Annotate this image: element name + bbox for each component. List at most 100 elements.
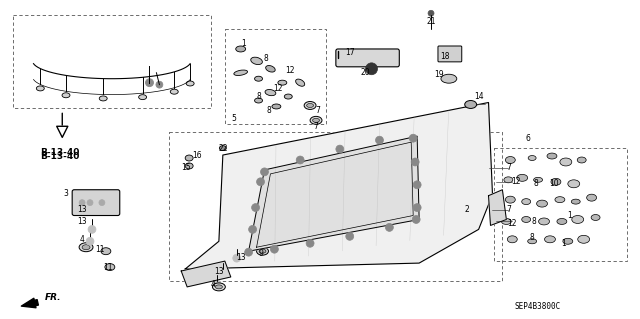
Polygon shape [248, 136, 419, 251]
Circle shape [260, 168, 268, 176]
Ellipse shape [234, 70, 248, 76]
Ellipse shape [522, 217, 531, 222]
Ellipse shape [508, 236, 517, 243]
Ellipse shape [568, 180, 580, 188]
Circle shape [248, 226, 257, 234]
Ellipse shape [539, 218, 550, 225]
Ellipse shape [257, 247, 268, 255]
Ellipse shape [307, 103, 314, 108]
Text: 3: 3 [64, 189, 68, 198]
Text: 12: 12 [274, 84, 283, 93]
Circle shape [87, 200, 93, 205]
Text: FR.: FR. [44, 293, 61, 302]
Bar [495, 148, 627, 261]
Text: 14: 14 [474, 92, 483, 101]
Circle shape [428, 10, 434, 16]
Circle shape [244, 248, 253, 256]
Ellipse shape [501, 219, 511, 225]
FancyBboxPatch shape [438, 46, 461, 62]
Text: 12: 12 [285, 66, 295, 75]
Text: 16: 16 [192, 151, 202, 160]
Circle shape [257, 178, 264, 186]
Ellipse shape [236, 46, 246, 52]
Text: B-13-40: B-13-40 [40, 148, 80, 157]
Ellipse shape [284, 94, 292, 99]
Text: 22: 22 [218, 144, 228, 152]
Ellipse shape [79, 243, 93, 252]
Ellipse shape [504, 177, 513, 183]
Circle shape [156, 81, 163, 88]
Ellipse shape [101, 248, 111, 255]
Ellipse shape [551, 178, 561, 185]
Ellipse shape [591, 214, 600, 220]
Ellipse shape [441, 74, 457, 83]
Text: 17: 17 [345, 48, 355, 57]
Circle shape [336, 145, 344, 153]
Ellipse shape [534, 177, 543, 182]
Text: 1: 1 [561, 239, 566, 248]
Text: 19: 19 [434, 70, 444, 79]
Circle shape [88, 226, 96, 234]
Text: 20: 20 [361, 68, 371, 77]
Circle shape [346, 232, 354, 240]
Circle shape [306, 239, 314, 247]
Circle shape [213, 280, 221, 288]
Ellipse shape [527, 239, 536, 244]
Bar [170, 132, 502, 281]
Ellipse shape [465, 100, 477, 108]
Ellipse shape [506, 157, 515, 163]
Text: 8: 8 [266, 106, 271, 115]
Bar [225, 29, 326, 124]
Circle shape [252, 204, 260, 211]
Ellipse shape [557, 219, 567, 225]
Ellipse shape [296, 79, 305, 86]
Ellipse shape [528, 156, 536, 160]
Ellipse shape [255, 76, 262, 81]
Ellipse shape [572, 216, 584, 223]
Ellipse shape [99, 96, 107, 101]
Ellipse shape [522, 199, 531, 204]
Ellipse shape [578, 235, 589, 243]
Circle shape [145, 79, 154, 87]
Text: 8: 8 [534, 179, 538, 188]
Ellipse shape [547, 153, 557, 159]
FancyArrowPatch shape [57, 126, 68, 137]
Circle shape [271, 245, 278, 253]
Circle shape [409, 134, 417, 142]
Circle shape [86, 237, 94, 245]
Text: 6: 6 [525, 134, 531, 143]
Circle shape [79, 200, 85, 205]
Text: 13: 13 [77, 217, 87, 226]
Text: B-13-40: B-13-40 [40, 152, 80, 161]
Ellipse shape [82, 245, 90, 250]
Ellipse shape [186, 81, 194, 86]
Ellipse shape [278, 80, 287, 85]
Ellipse shape [563, 238, 573, 244]
Text: 13: 13 [236, 253, 246, 262]
Text: 12: 12 [511, 177, 521, 186]
Text: SEP4B3800C: SEP4B3800C [515, 302, 561, 311]
Ellipse shape [212, 283, 225, 291]
Ellipse shape [139, 95, 147, 100]
Ellipse shape [105, 263, 115, 271]
Ellipse shape [536, 200, 547, 207]
Text: 8: 8 [256, 92, 261, 101]
Ellipse shape [310, 116, 322, 124]
FancyBboxPatch shape [72, 190, 120, 216]
Polygon shape [488, 190, 506, 226]
Text: 4: 4 [211, 280, 216, 289]
Ellipse shape [516, 174, 527, 181]
Ellipse shape [577, 157, 586, 163]
Circle shape [413, 181, 421, 189]
Circle shape [413, 204, 421, 211]
Text: 11: 11 [103, 263, 113, 271]
Ellipse shape [251, 57, 262, 64]
Circle shape [376, 136, 383, 144]
FancyArrowPatch shape [21, 298, 38, 308]
Ellipse shape [587, 194, 596, 201]
Text: 18: 18 [440, 52, 450, 61]
Circle shape [219, 268, 227, 276]
Text: 7: 7 [316, 106, 321, 115]
Text: 10: 10 [549, 179, 559, 188]
Circle shape [385, 223, 394, 231]
